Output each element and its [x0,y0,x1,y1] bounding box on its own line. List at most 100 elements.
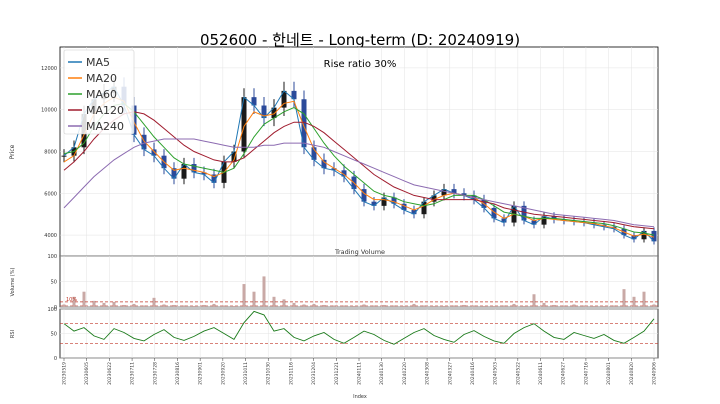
volume-bar [642,291,646,307]
price-candle-body [461,193,467,196]
volume-bar [492,305,496,307]
volume-bar [512,303,516,307]
price-candle-body [451,189,457,194]
x-tick-label: 20230605 [84,362,90,385]
price-candle-body [261,105,267,119]
volume-bars [60,276,658,307]
chart-title: 052600 - 한네트 - Long-term (D: 20240919) [200,31,520,49]
x-tick-label: 20240820 [629,362,635,385]
price-candle-body [151,149,157,156]
volume-bar [552,304,556,307]
price-y-tick-label: 8000 [44,150,57,156]
price-candle-body [211,174,217,183]
volume-bar [422,305,426,307]
rsi-series-line [63,310,655,345]
price-candle-body [231,151,237,162]
price-lines [63,85,655,242]
x-tick-label: 20240522 [515,362,521,385]
price-candle-body [381,197,387,206]
volume-y-tick-label: 0 [54,305,57,311]
volume-panel-title: Trading Volume [334,248,385,256]
price-candle-body [371,201,377,206]
rsi-y-ticks: 0 50 100 [47,307,57,362]
volume-bar [532,294,536,307]
volume-bar [652,304,656,307]
volume-bar [102,302,106,307]
price-candle-body [331,168,337,171]
legend-label: MA5 [86,56,110,69]
volume-bar [302,304,306,307]
x-tick-label: 20240627 [561,362,567,385]
volume-panel: Trading Volume 0 50 100 Volume (%) 10% [10,248,659,311]
volume-bar [472,305,476,307]
rsi-panel: 0 50 100 RSI [10,307,659,362]
chart-legend: MA5 MA20 MA60 MA120 MA240 [63,49,135,135]
volume-bar [412,303,416,307]
series-line-ma20 [63,96,655,238]
price-candle-body [141,134,147,150]
x-tick-label: 20240220 [402,362,408,385]
volume-threshold-label: 10% [66,297,77,303]
volume-bar [462,304,466,307]
price-candle-body [321,159,327,169]
legend-box [63,49,135,135]
price-candle-body [171,168,177,179]
price-candle-body [491,207,497,219]
x-tick-label: 20231204 [311,362,317,385]
volume-bar [342,305,346,307]
x-tick-label: 20230816 [175,362,181,385]
rsi-y-tick-label: 100 [47,307,57,313]
volume-bar [482,305,486,307]
x-tick-label: 20240327 [447,362,453,385]
volume-bar [152,297,156,307]
x-tick-label: 20231011 [243,362,249,385]
x-tick-label: 20240130 [379,362,385,385]
series-line-ma240 [63,138,655,228]
volume-y-label: Volume (%) [10,268,16,297]
volume-bar [292,302,296,307]
rsi-line [63,310,655,345]
volume-y-tick-label: 100 [47,254,57,260]
price-candle-body [361,189,367,202]
x-tick-label: 20240308 [425,362,431,385]
rsi-y-label: RSI [10,330,16,338]
price-grid [60,47,658,256]
volume-bar [452,305,456,307]
volume-bar [72,296,76,307]
price-candle-body [251,97,257,106]
volume-bar [272,296,276,307]
volume-bar [172,304,176,307]
price-candle-body [641,230,647,240]
price-candle-body [561,219,567,221]
price-candle-body [501,218,507,223]
rsi-grid [60,308,658,359]
series-line-ma60 [63,102,655,236]
volume-bar [262,276,266,307]
volume-bar [382,304,386,307]
price-candle-body [311,147,317,160]
x-tick-label: 20240416 [470,362,476,385]
volume-bar [542,302,546,307]
x-tick-label: 20230920 [220,362,226,385]
price-candle-body [521,205,527,221]
price-y-tick-label: 10000 [41,108,57,114]
price-candle-body [61,155,67,157]
volume-bar [82,291,86,307]
price-candle-body [431,195,437,202]
legend-label: MA20 [86,72,117,85]
price-candle-body [391,197,397,204]
volume-bar [572,304,576,307]
x-tick-label: 20231030 [266,362,272,385]
volume-bar [62,304,66,307]
volume-bar [562,305,566,307]
price-candle-body [271,107,277,119]
volume-bar [392,305,396,307]
volume-bar [312,303,316,307]
volume-bar [232,305,236,307]
price-candle-body [281,90,287,108]
price-candle-body [181,164,187,179]
volume-bar [362,304,366,307]
volume-grid [60,255,658,308]
volume-bar [352,305,356,307]
